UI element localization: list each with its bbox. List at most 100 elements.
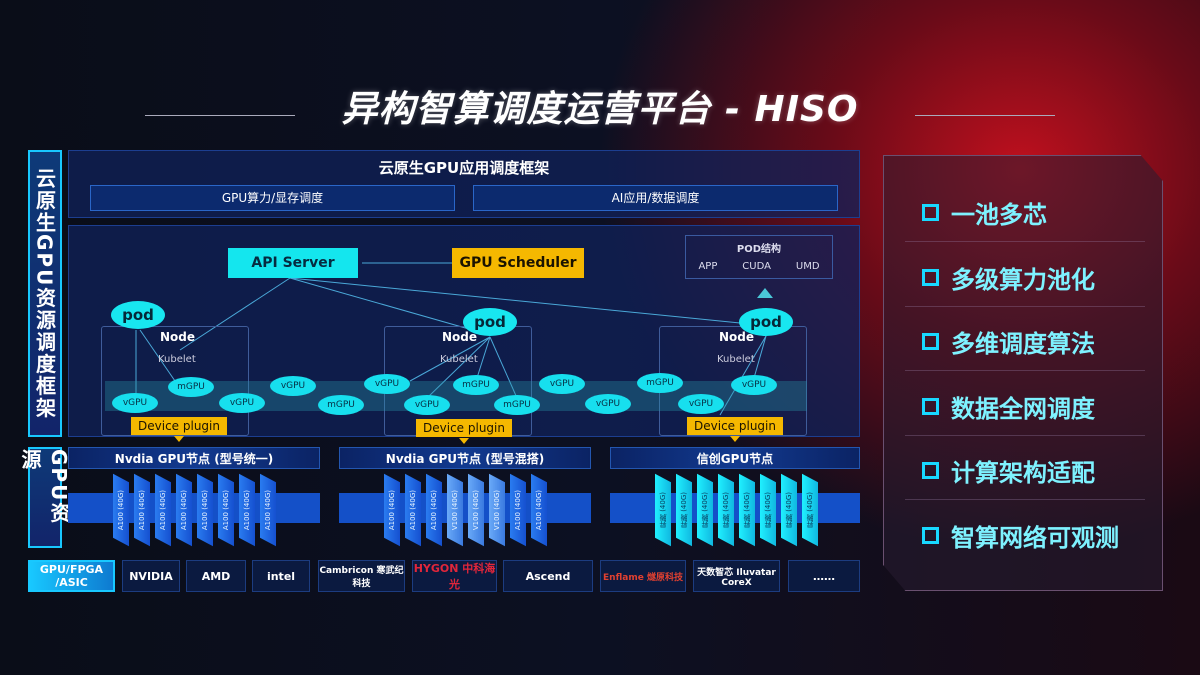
- vendor-logo: NVIDIA: [122, 560, 180, 592]
- gpu-card-label: 昇腾 (40G): [701, 491, 709, 529]
- gpu-node-base: [68, 493, 320, 523]
- gpu-card-label: A100 (40G): [430, 489, 438, 531]
- gpu-card-label: V100 (40G): [472, 489, 480, 531]
- mgpu-chip: mGPU: [637, 373, 683, 393]
- gpu-card: A100 (40G): [384, 473, 400, 547]
- gpu-compute-scheduling: GPU算力/显存调度: [90, 185, 455, 211]
- gpu-card: A100 (40G): [260, 473, 276, 547]
- gpu-card: 昇腾 (40G): [676, 473, 692, 547]
- gpu-card: A100 (40G): [134, 473, 150, 547]
- resource-group-title: 信创GPU节点: [610, 447, 860, 469]
- resource-group-title: Nvdia GPU节点 (型号统一): [68, 447, 320, 469]
- gpu-card-label: A100 (40G): [117, 489, 125, 531]
- vendor-logo: Cambricon 寒武纪科技: [318, 560, 405, 592]
- mgpu-chip: mGPU: [494, 395, 540, 415]
- api-node2-link: [289, 277, 491, 336]
- gpu-card: A100 (40G): [405, 473, 421, 547]
- pod-1: pod: [111, 301, 165, 329]
- checkbox-square-icon: [922, 462, 939, 479]
- vendor-logo: AMD: [186, 560, 246, 592]
- gpu-card-label: 昇腾 (40G): [680, 491, 688, 529]
- vendor-logo: Ascend: [503, 560, 593, 592]
- gpu-node-base: [610, 493, 860, 523]
- gpu-card-label: 昇腾 (40G): [806, 491, 814, 529]
- framework-header: 云原生GPU应用调度框架: [378, 159, 550, 177]
- feature-label: 数据全网调度: [951, 394, 1095, 423]
- vgpu-chip: vGPU: [731, 375, 777, 395]
- gpu-card: V100 (40G): [468, 473, 484, 547]
- vendor-logo: HYGON 中科海光: [412, 560, 497, 592]
- gpu-card-label: A100 (40G): [201, 489, 209, 531]
- ai-data-scheduling: AI应用/数据调度: [473, 185, 838, 211]
- up-arrow-icon: [757, 288, 773, 298]
- divider: [905, 370, 1145, 371]
- pod-struct-app: APP: [698, 261, 718, 272]
- divider: [905, 499, 1145, 500]
- gpu-card-label: A100 (40G): [514, 489, 522, 531]
- gpu-card: V100 (40G): [447, 473, 463, 547]
- gpu-card-label: A100 (40G): [264, 489, 272, 531]
- gpu-card-label: V100 (40G): [451, 489, 459, 531]
- gpu-card-label: A100 (40G): [180, 489, 188, 531]
- node-label-2: Node: [442, 330, 478, 344]
- node-label-3: Node: [719, 330, 755, 344]
- gpu-card-label: 昇腾 (40G): [722, 491, 730, 529]
- checkbox-square-icon: [922, 526, 939, 544]
- gpu-card: 昇腾 (40G): [802, 473, 818, 547]
- mgpu-chip: mGPU: [168, 377, 214, 397]
- gpu-card-label: V100 (40G): [493, 489, 501, 531]
- vendor-logo: ……: [788, 560, 860, 592]
- divider: [905, 241, 1145, 242]
- device-plugin-1: Device plugin: [131, 417, 227, 435]
- checkbox-square-icon: [922, 268, 939, 286]
- gpu-card: 昇腾 (40G): [781, 473, 797, 547]
- gpu-card-label: A100 (40G): [388, 489, 396, 531]
- api-server-box: API Server: [228, 248, 358, 278]
- gpu-card-label: 昇腾 (40G): [764, 491, 772, 529]
- device-plugin-3: Device plugin: [687, 417, 783, 435]
- feature-item: 计算架构适配: [922, 453, 1095, 488]
- title-decor-line-right: [915, 115, 1055, 116]
- vgpu-chip: vGPU: [270, 376, 316, 396]
- api-node1-link: [179, 277, 291, 351]
- gpu-card-label: 昇腾 (40G): [659, 491, 667, 529]
- feature-item: 数据全网调度: [922, 389, 1095, 424]
- mgpu-chip: mGPU: [318, 395, 364, 415]
- gpu-card-label: A100 (40G): [222, 489, 230, 531]
- gpu-card: A100 (40G): [531, 473, 547, 547]
- vgpu-chip: vGPU: [585, 394, 631, 414]
- gpu-scheduler-box: GPU Scheduler: [452, 248, 584, 278]
- vgpu-chip: vGPU: [678, 394, 724, 414]
- kubelet-label-2: Kubelet: [440, 354, 478, 365]
- vgpu-chip: vGPU: [364, 374, 410, 394]
- resource-group-title: Nvdia GPU节点 (型号混搭): [339, 447, 591, 469]
- feature-label: 智算网络可观测: [951, 523, 1119, 552]
- vendor-logo: Enflame 燧原科技: [600, 560, 686, 592]
- pod-structure-box: POD结构 APP CUDA UMD: [685, 235, 833, 279]
- pod-structure-title: POD结构: [736, 244, 782, 255]
- checkbox-square-icon: [922, 397, 939, 415]
- vendor-logo: 天数智芯 Iluvatar CoreX: [693, 560, 780, 592]
- divider: [905, 305, 1145, 307]
- feature-item: 一池多芯: [922, 195, 1047, 230]
- kubelet-label-1: Kubelet: [158, 354, 196, 365]
- gpu-card: A100 (40G): [510, 473, 526, 547]
- checkbox-square-icon: [922, 333, 939, 350]
- title-decor-line-left: [145, 115, 295, 116]
- divider: [905, 434, 1145, 436]
- gpu-card-label: A100 (40G): [535, 489, 543, 531]
- pod-2: pod: [463, 308, 517, 336]
- vgpu-chip: vGPU: [404, 395, 450, 415]
- gpu-card-label: A100 (40G): [138, 489, 146, 531]
- pod-struct-umd: UMD: [795, 261, 820, 272]
- gpu-card-label: 昇腾 (40G): [743, 491, 751, 529]
- node-label-1: Node: [160, 330, 196, 344]
- pod-3: pod: [739, 308, 793, 336]
- vgpu-chip: vGPU: [219, 393, 265, 413]
- feature-label: 计算架构适配: [951, 459, 1095, 487]
- gpu-card: A100 (40G): [239, 473, 255, 547]
- gpu-card-label: A100 (40G): [409, 489, 417, 531]
- pod-struct-cuda: CUDA: [742, 261, 771, 272]
- vgpu-chip: vGPU: [539, 374, 585, 394]
- gpu-card: 昇腾 (40G): [718, 473, 734, 547]
